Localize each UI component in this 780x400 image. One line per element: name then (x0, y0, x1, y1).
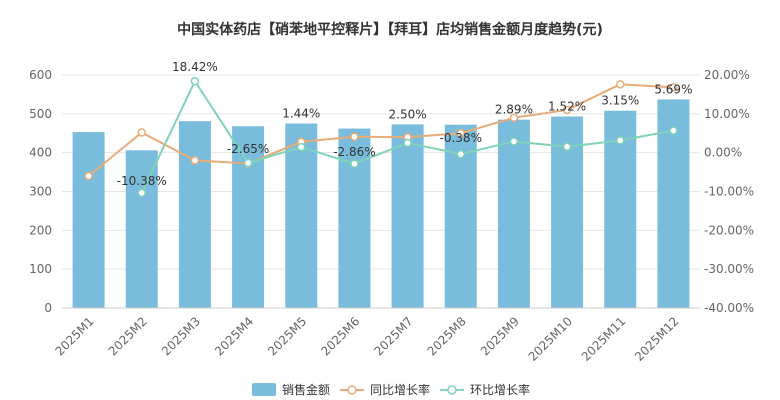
yoy-growth-point[interactable] (456, 129, 465, 138)
right-axis-tick-label: 10.00% (704, 107, 750, 121)
data-labels: -10.38% 18.42% -2.65% 1.44% -2.86% 2.50% -0.38… (117, 60, 693, 188)
right-axis-tick-label: 20.00% (704, 68, 750, 82)
x-axis-tick-label: 2025M2 (106, 314, 150, 358)
chart-title: 中国实体药店【硝苯地平控释片】【拜耳】店均销售金额月度趋势(元) (177, 21, 603, 38)
mom-growth-data-label: 18.42% (172, 60, 218, 74)
x-axis-tick-label: 2025M6 (318, 314, 362, 358)
legend-marker (347, 385, 357, 395)
line-series (84, 76, 678, 198)
yoy-growth-point[interactable] (350, 132, 359, 141)
mom-growth-point[interactable] (456, 149, 465, 159)
legend-item-mom-growth[interactable]: 环比增长率 (440, 382, 530, 397)
yoy-growth-point[interactable] (616, 80, 625, 89)
right-axis-tick-label: -20.00% (704, 223, 754, 237)
bar-sales-amount[interactable] (125, 150, 158, 308)
yoy-growth-point[interactable] (562, 105, 572, 115)
x-axis-tick-label: 2025M12 (632, 314, 682, 364)
mom-growth-point[interactable] (562, 142, 572, 152)
right-axis-tick-label: -10.00% (704, 185, 754, 199)
right-axis-tick-label: -40.00% (704, 301, 754, 315)
bar-sales-amount[interactable] (285, 123, 318, 309)
bar-series (72, 99, 690, 309)
mom-growth-point[interactable] (403, 138, 412, 148)
mom-growth-data-label: -10.38% (117, 174, 167, 188)
yoy-growth-point[interactable] (669, 83, 678, 92)
x-axis-tick-label: 2025M1 (52, 314, 96, 358)
x-axis-tick-label: 2025M9 (478, 314, 522, 358)
bar-sales-amount[interactable] (497, 119, 530, 309)
mom-growth-data-label: 1.44% (282, 107, 320, 121)
legend-marker (447, 385, 457, 395)
left-axis-tick-label: 300 (29, 185, 52, 199)
x-axis-tick-label: 2025M3 (159, 314, 203, 358)
yoy-growth-point[interactable] (190, 156, 200, 165)
legend-label: 环比增长率 (470, 382, 530, 397)
mom-growth-point[interactable] (350, 159, 359, 169)
yoy-growth-point[interactable] (509, 113, 519, 122)
bar-sales-amount[interactable] (72, 132, 105, 308)
left-axis-tick-label: 600 (29, 68, 52, 82)
right-axis-tick-label: 0.00% (704, 146, 742, 160)
mom-growth-data-label: -0.38% (440, 131, 482, 145)
left-axis-tick-label: 400 (29, 146, 52, 160)
mom-growth-point[interactable] (616, 136, 625, 145)
legend-label: 同比增长率 (370, 382, 430, 397)
mom-growth-point[interactable] (297, 142, 306, 152)
left-axis-tick-label: 200 (29, 223, 52, 237)
x-axis-tick-label: 2025M10 (526, 314, 576, 364)
mom-growth-point[interactable] (509, 137, 519, 146)
bar-sales-amount[interactable] (232, 126, 265, 308)
mom-growth-point[interactable] (137, 188, 146, 198)
left-axis-tick-label: 500 (29, 107, 52, 121)
legend-item-yoy-growth[interactable]: 同比增长率 (340, 382, 430, 397)
yoy-growth-line (87, 83, 674, 177)
x-axis-tick-label: 2025M7 (371, 314, 415, 358)
mom-growth-data-label: 2.50% (389, 107, 427, 121)
bar-sales-amount[interactable] (178, 121, 211, 308)
mom-growth-point[interactable] (243, 158, 253, 168)
mom-growth-data-label: 5.69% (654, 82, 692, 96)
x-axis-tick-label: 2025M8 (425, 314, 469, 358)
x-axis-tick-label: 2025M11 (579, 314, 629, 364)
mom-growth-data-label: -2.65% (227, 142, 269, 156)
mom-growth-data-label: 1.52% (548, 100, 586, 114)
yoy-growth-point[interactable] (84, 171, 93, 181)
right-axis-tick-label: -30.00% (704, 262, 754, 276)
legend[interactable]: 销售金额 同比增长率 环比增长率 (252, 382, 530, 397)
legend-swatch (252, 383, 276, 396)
yoy-growth-point[interactable] (137, 128, 146, 137)
mom-growth-data-label: 3.15% (601, 94, 639, 108)
mom-growth-data-label: -2.86% (333, 145, 375, 159)
bar-sales-amount[interactable] (338, 128, 371, 308)
mom-growth-point[interactable] (190, 76, 200, 86)
left-axis-tick-label: 100 (29, 262, 52, 276)
legend-item-sales-amount[interactable]: 销售金额 (252, 382, 330, 397)
x-axis-tick-label: 2025M4 (212, 314, 256, 358)
x-axis-tick-label: 2025M5 (265, 314, 309, 358)
mom-growth-data-label: 2.89% (495, 103, 533, 117)
mom-growth-point[interactable] (669, 126, 678, 135)
legend-label: 销售金额 (282, 382, 330, 397)
left-axis-tick-label: 0 (44, 301, 52, 315)
bar-sales-amount[interactable] (391, 124, 424, 309)
